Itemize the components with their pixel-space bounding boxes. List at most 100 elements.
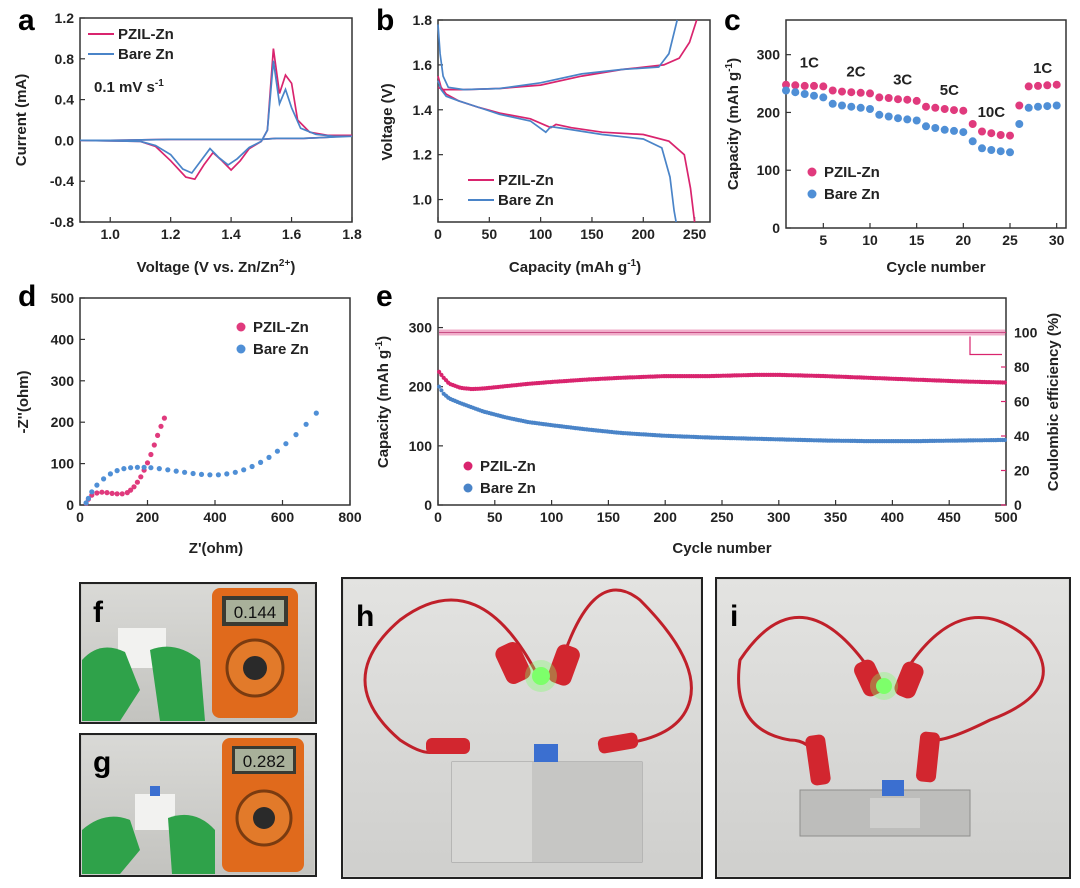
rate-point-bare-zn — [950, 126, 958, 135]
y-tick-label: 1.4 — [413, 102, 433, 118]
rate-point-pzil-zn — [791, 81, 800, 90]
y-axis-label: Capacity (mAh g-1) — [724, 58, 742, 190]
x-tick-label: 1.4 — [221, 226, 241, 242]
rate-point-pzil-zn — [1024, 82, 1033, 91]
meter-reading-g: 0.282 — [243, 752, 286, 771]
x-tick-label: 200 — [654, 509, 678, 525]
y2-tick-label: 60 — [1014, 394, 1030, 410]
y-tick-label: 0.0 — [55, 132, 75, 148]
rate-point-bare-zn — [810, 91, 818, 100]
panel-label-d: d — [18, 280, 36, 313]
rate-point-pzil-zn — [940, 105, 949, 113]
rate-point-pzil-zn — [950, 106, 958, 115]
eis-point-bare-zn — [249, 463, 255, 470]
panel-label-g: g — [93, 746, 111, 779]
rate-point-pzil-zn — [828, 86, 837, 95]
legend-bare-zn-label: Bare Zn — [253, 341, 309, 358]
rate-label: 1C — [800, 54, 819, 71]
rate-point-pzil-zn — [996, 131, 1005, 139]
rate-point-pzil-zn — [800, 81, 809, 90]
eis-point-bare-zn — [241, 467, 247, 473]
legend-bare-zn-label: Bare Zn — [480, 480, 536, 497]
capacity-point-pzil-zn — [1002, 380, 1008, 385]
capacity-point-bare-zn — [1002, 437, 1008, 443]
x-tick-label: 600 — [271, 509, 295, 525]
rate-point-pzil-zn — [782, 80, 790, 89]
y-tick-label: 100 — [51, 456, 75, 472]
rate-point-bare-zn — [931, 124, 940, 132]
rate-label: 5C — [940, 82, 959, 99]
capacity-point-pzil-zn — [439, 372, 444, 377]
eis-point-bare-zn — [85, 495, 91, 501]
eis-point-pzil-zn — [138, 474, 144, 480]
legend-bare-zn-swatch — [807, 189, 817, 199]
y-axis-label: Current (mA) — [13, 74, 30, 167]
eis-point-bare-zn — [266, 454, 272, 460]
rate-point-bare-zn — [959, 128, 968, 137]
rate-point-pzil-zn — [1006, 131, 1014, 140]
x-tick-label: 150 — [597, 509, 621, 525]
rate-point-pzil-zn — [1052, 80, 1061, 89]
photo-i — [715, 577, 1071, 879]
rate-point-bare-zn — [968, 137, 977, 146]
y-tick-label: 1.8 — [413, 12, 433, 28]
panel-label-e: e — [376, 280, 393, 313]
x-tick-label: 300 — [767, 509, 791, 525]
rate-label: 1C — [1033, 60, 1052, 77]
x-axis-label: Cycle number — [886, 259, 985, 276]
x-tick-label: 400 — [203, 509, 227, 525]
eis-point-bare-zn — [134, 464, 140, 470]
eis-point-bare-zn — [182, 469, 188, 475]
capacity-point-bare-zn — [439, 388, 444, 393]
rate-point-bare-zn — [996, 147, 1005, 156]
legend-pzil-zn-label: PZIL-Zn — [118, 26, 174, 43]
photo-g: 0.282 — [79, 733, 317, 877]
rate-point-bare-zn — [884, 112, 893, 121]
photo-h — [341, 577, 703, 879]
folded-cell-led-icon — [737, 615, 1045, 837]
discharge-curve-bare-zn — [437, 80, 677, 223]
eis-point-bare-zn — [165, 467, 171, 473]
eis-point-bare-zn — [141, 464, 147, 470]
x-tick-label: 1.8 — [342, 226, 362, 242]
legend-pzil-zn-label: PZIL-Zn — [498, 172, 554, 189]
eis-point-bare-zn — [207, 472, 213, 478]
x-tick-label: 200 — [136, 509, 160, 525]
x-tick-label: 30 — [1049, 232, 1065, 248]
x-tick-label: 100 — [540, 509, 564, 525]
chart-d: 0 200 400 600 800 0 100 200 300 400 500 PZIL-Zn Bare… — [15, 290, 362, 557]
eis-point-pzil-zn — [128, 487, 134, 493]
eis-point-bare-zn — [94, 482, 100, 488]
rate-point-bare-zn — [856, 103, 865, 112]
legend-bare-zn-swatch — [463, 483, 473, 493]
legend-bare-zn-label: Bare Zn — [498, 192, 554, 209]
eis-point-bare-zn — [313, 410, 319, 416]
eis-point-pzil-zn — [158, 423, 164, 429]
x-tick-label: 5 — [819, 232, 827, 248]
eis-point-bare-zn — [258, 459, 264, 465]
chart-a: 1.0 1.2 1.4 1.6 1.8 -0.8 -0.4 0.0 0.4 0.8 1.2 PZIL-… — [13, 10, 362, 276]
panel-label-f: f — [93, 596, 104, 629]
eis-point-pzil-zn — [161, 415, 167, 421]
eis-point-pzil-zn — [155, 432, 161, 438]
x-axis-label: Voltage (V vs. Zn/Zn2+) — [137, 258, 296, 276]
chart-e: 0 50 100 150 200 250 300 350 400 450 5000100200300… — [374, 297, 1062, 557]
x-tick-label: 0 — [76, 509, 84, 525]
eis-point-bare-zn — [190, 470, 196, 477]
x-axis-label: Cycle number — [672, 540, 771, 557]
x-tick-label: 1.2 — [161, 226, 181, 242]
pouch-cell-led-icon — [363, 588, 693, 863]
eis-point-pzil-zn — [114, 491, 120, 497]
eis-point-bare-zn — [303, 421, 309, 427]
rate-point-bare-zn — [875, 110, 884, 119]
rate-label: 10C — [978, 104, 1006, 121]
panel-label-i: i — [730, 600, 738, 633]
rate-point-pzil-zn — [866, 89, 874, 98]
y-tick-label: 200 — [409, 379, 433, 395]
rate-label: 3C — [893, 72, 912, 89]
x-axis-label: Capacity (mAh g-1) — [509, 258, 641, 276]
y-tick-label: 400 — [51, 331, 75, 347]
rate-point-pzil-zn — [903, 95, 912, 104]
